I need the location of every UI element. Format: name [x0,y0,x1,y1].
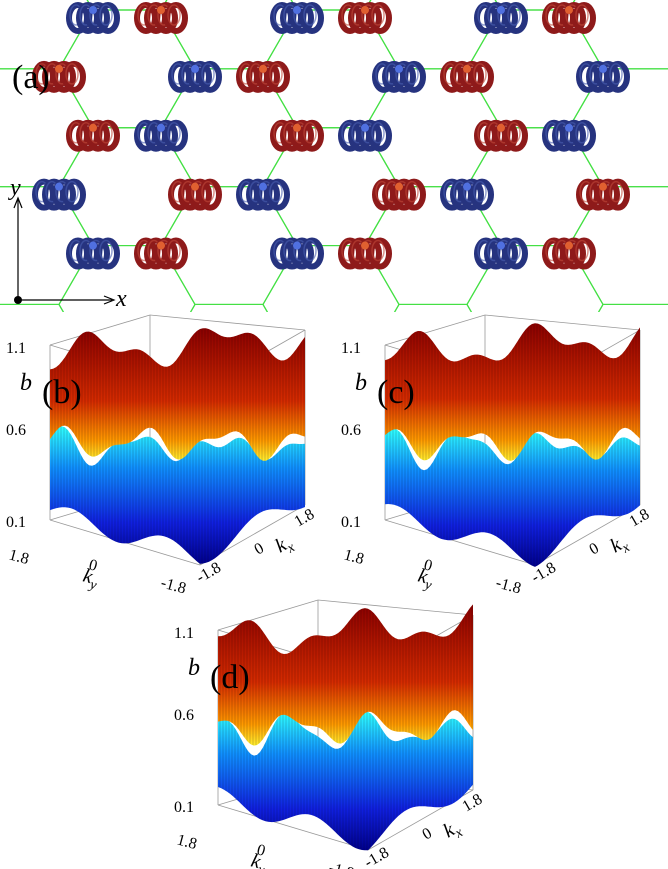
helix [270,119,324,152]
tick-label: 0.1 [6,514,26,531]
helix [372,178,426,211]
tick-label: 1.1 [174,625,194,642]
tick-label: 0 [587,540,602,559]
axis-label: ky [80,565,102,594]
helix [338,237,392,270]
helix [168,178,222,211]
helix [576,60,630,93]
axis-label: kx [440,815,467,845]
surface-mesh [50,328,305,461]
helix [338,2,392,34]
helix [236,60,290,93]
helix [576,178,630,211]
panel-label: (a) [12,59,50,96]
tick-label: 0 [252,540,267,559]
tick-label: 0.1 [341,514,361,531]
helix [372,60,426,93]
tick-label: 0.6 [174,707,194,724]
surface-mesh [218,604,473,746]
tick-label: 0 [420,825,435,844]
helix [270,237,324,270]
surface-mesh [385,323,640,461]
tick-label: -1.8 [159,574,188,597]
helix [542,2,596,34]
helix [134,119,188,152]
axis-label: y [8,175,21,201]
tick-label: 0.1 [174,799,194,816]
tick-label: 1.8 [175,831,199,853]
helix [66,2,120,34]
helix [66,119,120,152]
surface-mesh [385,428,640,567]
box-edge [384,314,486,346]
surface-mesh [218,712,473,851]
helix [168,60,222,93]
helix [542,237,596,270]
helix [134,2,188,34]
box-edge [217,804,369,851]
helix [236,178,290,211]
tick-label: 1.1 [6,340,26,357]
box-edge [384,519,536,566]
axis-label: kx [272,530,299,560]
tick-label: 1.1 [341,340,361,357]
box-edge [49,314,151,346]
panel-label: (c) [377,374,415,411]
panel-label: (d) [210,659,250,696]
axis-subscript: y [254,862,267,869]
box-edge [317,599,474,616]
axis-label: kx [607,530,634,560]
axes-arrows [13,196,116,305]
axis-label: b [188,655,200,681]
surface-mesh [50,426,305,564]
tick-label: -1.8 [327,859,356,869]
helix [32,178,86,211]
box-edge [484,314,641,331]
tick-label: 0.6 [341,422,361,439]
axis-label: ky [415,565,437,594]
tick-label: -1.8 [194,559,224,586]
tick-label: -1.8 [494,574,523,597]
helix [474,119,528,152]
panel-a [0,0,668,312]
helix [474,2,528,34]
helix [440,178,494,211]
helix [134,237,188,270]
axis-label: b [20,370,32,396]
axis-label: x [115,286,127,312]
tick-label: 1.8 [342,546,366,568]
helix [66,237,120,270]
helix [32,60,86,93]
helix [270,2,324,34]
helix [440,60,494,93]
box-edge [217,599,319,631]
helix [542,119,596,152]
panel-label: (b) [42,374,82,411]
helix [338,119,392,152]
box-edge [149,314,306,331]
tick-label: 0.6 [6,422,26,439]
axis-label: ky [248,850,270,869]
tick-label: 1.8 [7,546,31,568]
helix [474,237,528,270]
axis-label: b [355,370,367,396]
